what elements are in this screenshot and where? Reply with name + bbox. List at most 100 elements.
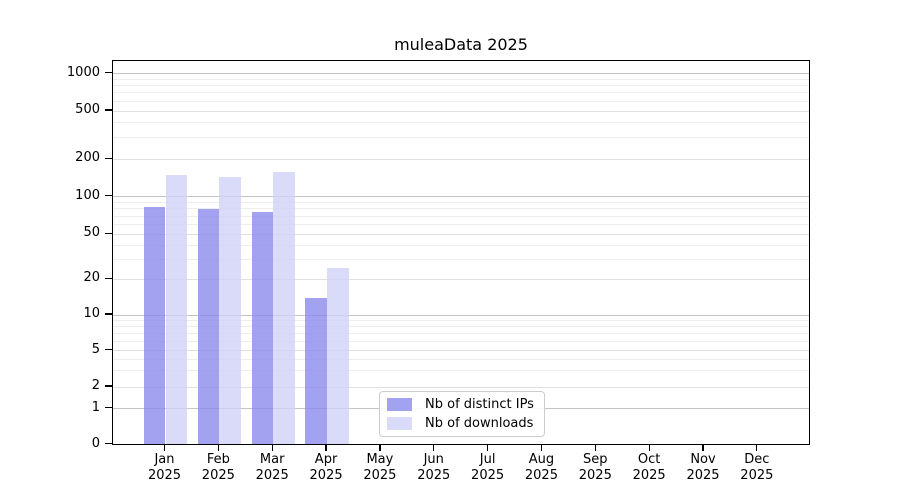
year-label: 2025 — [363, 468, 397, 483]
y-axis-tick — [105, 385, 112, 387]
y-axis-tick — [105, 313, 112, 315]
year-label: 2025 — [309, 468, 343, 483]
gridline-minor — [113, 223, 809, 225]
legend-box: Nb of distinct IPs Nb of downloads — [379, 391, 545, 437]
gridline-minor — [113, 332, 809, 334]
year-label: 2025 — [524, 468, 558, 483]
x-axis-tick — [486, 445, 489, 451]
x-axis-tick — [325, 445, 327, 451]
y-axis-tick — [105, 109, 112, 111]
y-axis-tick — [105, 72, 112, 74]
x-tick-label: Oct 2025 — [619, 452, 679, 484]
x-tick-label: Apr 2025 — [296, 452, 356, 484]
bar-nb-of-distinct-ips-jan — [143, 207, 166, 445]
y-tick-label: 50 — [83, 225, 100, 241]
x-axis-tick — [379, 445, 381, 451]
gridline-minor — [113, 325, 809, 327]
x-tick-label: Jun 2025 — [404, 452, 464, 484]
y-tick-label: 100 — [75, 187, 100, 203]
gridline-minor — [113, 85, 809, 87]
legend-item-distinct-ips: Nb of distinct IPs — [387, 397, 534, 412]
x-axis-tick — [648, 445, 650, 451]
gridline-minor — [113, 359, 809, 361]
month-label: Jun — [423, 452, 444, 467]
gridline-minor — [113, 92, 809, 94]
gridline-minor — [113, 319, 809, 321]
bar-nb-of-distinct-ips-mar — [251, 211, 274, 445]
year-label: 2025 — [740, 468, 774, 483]
legend-item-downloads: Nb of downloads — [387, 416, 534, 431]
gridline-minor — [113, 201, 809, 203]
gridline-labeled — [113, 158, 809, 160]
legend-swatch-downloads — [387, 417, 412, 430]
y-tick-label: 500 — [75, 102, 100, 117]
y-axis-tick — [105, 157, 112, 159]
x-tick-label: May 2025 — [350, 452, 410, 484]
y-tick-label: 1000 — [66, 64, 100, 80]
gridline-major — [113, 314, 809, 316]
year-label: 2025 — [201, 468, 235, 483]
month-label: Feb — [206, 452, 230, 467]
legend-label-distinct-ips: Nb of distinct IPs — [425, 397, 534, 412]
month-label: Apr — [314, 452, 338, 467]
bar-nb-of-downloads-feb — [219, 176, 241, 445]
gridline-minor — [113, 258, 809, 260]
year-label: 2025 — [417, 468, 451, 483]
bar-nb-of-downloads-apr — [327, 268, 349, 445]
legend-label-downloads: Nb of downloads — [425, 416, 534, 431]
x-axis-tick — [756, 445, 758, 451]
year-label: 2025 — [686, 468, 720, 483]
x-tick-label: Sep 2025 — [565, 452, 625, 484]
gridline-minor — [113, 215, 809, 217]
year-label: 2025 — [632, 468, 666, 483]
bar-nb-of-distinct-ips-apr — [305, 297, 328, 445]
plot-area — [112, 60, 810, 445]
gridline-labeled — [113, 110, 809, 112]
gridline-minor — [113, 78, 809, 80]
year-label: 2025 — [147, 468, 182, 483]
gridline-minor — [113, 370, 809, 372]
y-tick-label: 200 — [75, 150, 100, 166]
gridline-minor — [113, 340, 809, 342]
x-axis-tick — [594, 445, 596, 451]
gridline-labeled — [113, 233, 809, 235]
x-tick-label: Jul 2025 — [458, 452, 518, 484]
y-axis-tick — [105, 277, 112, 279]
y-axis-tick — [105, 407, 112, 409]
gridline-minor — [113, 208, 809, 210]
y-axis-tick — [105, 442, 112, 445]
x-tick-label: Jan 2025 — [135, 452, 195, 484]
y-axis-tick — [105, 232, 112, 234]
gridline-minor — [113, 100, 809, 102]
gridline-minor — [113, 137, 809, 139]
x-axis-tick — [271, 445, 273, 451]
gridline-minor — [113, 122, 809, 124]
y-axis-tick — [105, 195, 112, 197]
y-tick-label: 2 — [91, 378, 100, 393]
month-label: Jan — [154, 452, 175, 467]
month-label: May — [366, 452, 394, 467]
x-axis-tick — [163, 445, 166, 451]
y-tick-label: 0 — [91, 435, 100, 451]
gridline-minor — [113, 244, 809, 246]
month-label: Jul — [479, 452, 496, 467]
gridline-labeled — [113, 386, 809, 388]
x-tick-label: Mar 2025 — [242, 452, 302, 484]
gridline-labeled — [113, 278, 809, 280]
x-axis-tick — [702, 445, 704, 451]
bar-nb-of-downloads-jan — [165, 174, 188, 445]
y-tick-label: 20 — [83, 270, 100, 286]
y-tick-label: 5 — [91, 341, 100, 357]
year-label: 2025 — [471, 468, 505, 483]
year-label: 2025 — [578, 468, 612, 483]
x-tick-label: Dec 2025 — [727, 452, 787, 484]
x-axis-tick — [540, 445, 543, 451]
month-label: Mar — [259, 452, 285, 467]
y-tick-label: 10 — [83, 306, 100, 321]
x-tick-label: Nov 2025 — [673, 452, 733, 484]
gridline-labeled — [113, 350, 809, 352]
x-axis-tick — [217, 445, 219, 451]
month-label: Sep — [583, 452, 608, 467]
month-label: Dec — [744, 452, 770, 467]
